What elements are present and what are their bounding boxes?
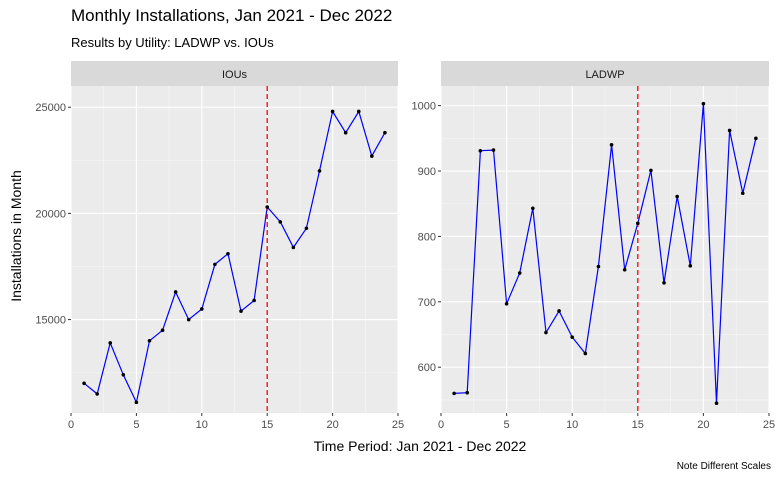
y-tick-label: 600 [418,362,436,374]
data-point [134,400,139,405]
x-tick-label: 15 [632,419,644,431]
data-point [622,267,627,272]
data-point [278,220,283,224]
facet-strip [71,61,398,86]
data-point [636,221,640,226]
data-point [82,381,86,386]
data-point [517,271,522,275]
data-point [609,143,614,147]
data-point [570,335,574,339]
data-point [239,309,243,313]
data-point [383,130,387,135]
data-point [343,130,348,135]
x-tick-label: 25 [392,419,404,431]
data-point [583,351,588,356]
data-point [531,206,535,211]
y-tick-label: 15000 [35,315,66,327]
data-point [557,309,561,313]
y-tick-label: 700 [418,297,436,309]
data-point [649,168,653,173]
data-point [465,390,470,395]
chart-caption: Note Different Scales [676,461,771,472]
data-point [252,298,256,303]
data-point [452,391,456,396]
y-tick-label: 900 [418,166,436,178]
data-point [95,392,99,396]
data-point [662,281,666,285]
data-point [121,372,126,377]
data-point [727,128,732,133]
facet-strip-label: LADWP [585,69,624,81]
data-point [740,191,745,196]
x-tick-label: 5 [133,419,139,431]
x-tick-label: 20 [326,419,338,431]
x-tick-label: 5 [504,419,510,431]
data-point [370,154,374,158]
x-axis-label: Time Period: Jan 2021 - Dec 2022 [313,438,527,454]
x-tick-label: 10 [196,419,208,431]
data-point [701,101,706,106]
y-tick-label: 20000 [35,208,66,220]
x-tick-label: 20 [697,419,709,431]
data-point [675,194,679,199]
data-point [478,148,483,153]
data-point [200,307,204,311]
data-point [491,148,496,152]
data-point [173,290,178,294]
data-point [356,109,361,114]
data-point [304,226,309,231]
chart-subtitle: Results by Utility: LADWP vs. IOUs [71,35,274,50]
panel-ladwp: LADWP 0 5 10 15 20 25 600 700 800 900 1000 [412,61,775,431]
y-tick-label: 800 [418,231,436,243]
data-point [596,264,601,269]
y-tick-label: 1000 [412,101,436,113]
y-tick-label: 25000 [35,102,66,114]
data-point [714,401,719,405]
facet-strip-label: IOUs [222,69,248,81]
data-point [147,339,152,343]
data-point [186,317,191,322]
data-point [688,264,693,268]
data-point [754,136,758,141]
data-point [226,251,230,256]
x-tick-label: 0 [438,419,444,431]
panel-ious: IOUs 0 5 10 15 20 25 15000 20000 25000 [35,61,404,431]
data-point [330,109,335,114]
data-point [291,245,296,250]
x-tick-label: 25 [763,419,775,431]
data-point [213,262,217,267]
chart-title: Monthly Installations, Jan 2021 - Dec 20… [71,6,393,25]
series-line-ladwp [454,103,757,404]
x-tick-label: 0 [68,419,74,431]
x-tick-label: 15 [261,419,273,431]
data-point [265,205,270,209]
data-point [108,341,113,345]
data-point [160,328,165,332]
facet-strip [441,61,769,86]
data-point [504,301,509,306]
series-line-ious [83,109,386,405]
data-point [317,169,322,173]
x-tick-label: 10 [566,419,578,431]
data-point [544,330,548,335]
